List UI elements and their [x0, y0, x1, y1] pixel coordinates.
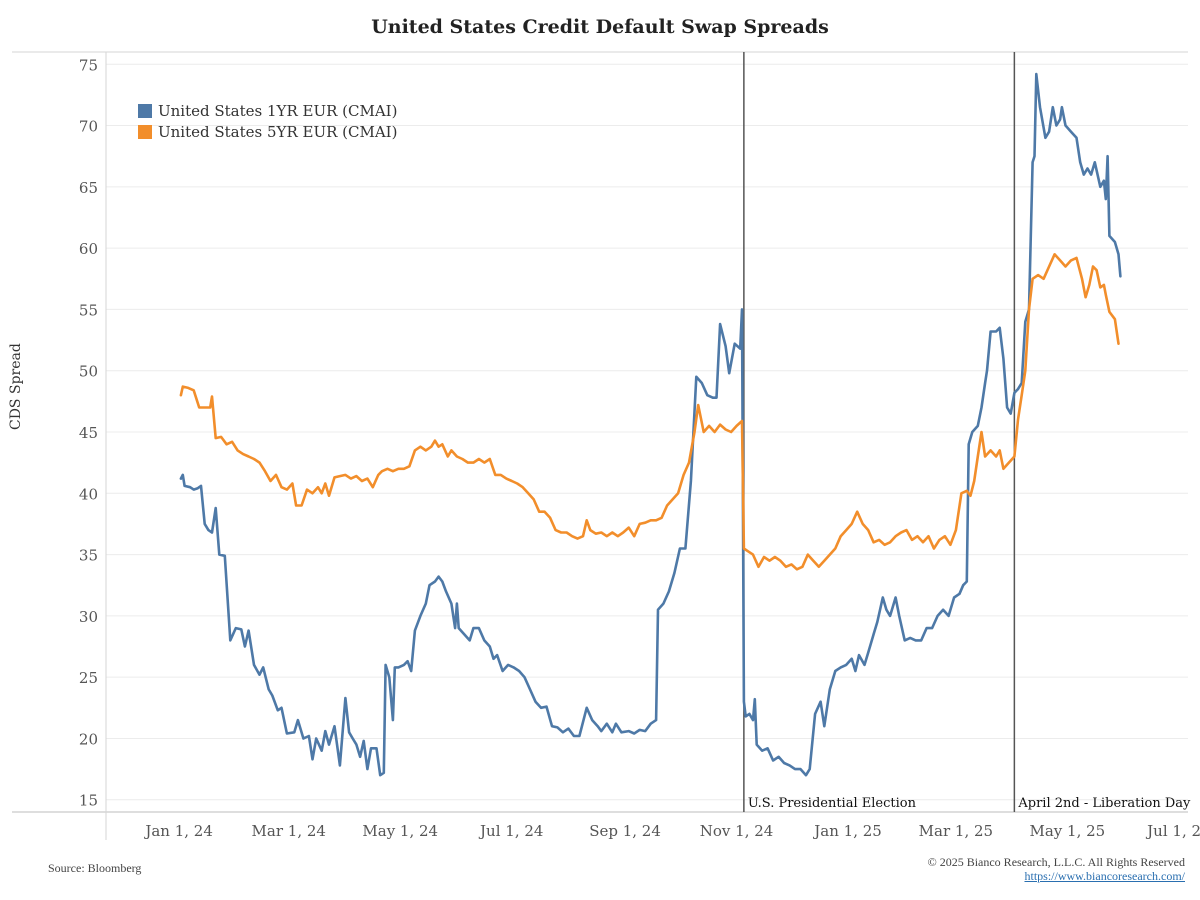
- legend-swatch: [138, 125, 152, 139]
- y-tick-label: 20: [79, 730, 98, 748]
- x-tick-label: Jan 1, 25: [812, 822, 882, 840]
- y-tick-label: 35: [79, 547, 98, 565]
- chart-title: United States Credit Default Swap Spread…: [371, 16, 829, 38]
- y-tick-label: 75: [79, 56, 98, 74]
- y-tick-label: 50: [79, 363, 98, 381]
- y-tick-label: 30: [79, 608, 98, 626]
- x-tick-label: Mar 1, 24: [252, 822, 326, 840]
- x-tick-label: Jul 1, 24: [478, 822, 543, 840]
- y-tick-label: 60: [79, 240, 98, 258]
- x-tick-label: Nov 1, 24: [700, 822, 774, 840]
- x-tick-label: Jan 1, 24: [143, 822, 213, 840]
- legend-label: United States 1YR EUR (CMAI): [158, 102, 397, 120]
- legend-label: United States 5YR EUR (CMAI): [158, 123, 397, 141]
- event-label: April 2nd - Liberation Day: [1017, 796, 1191, 811]
- x-tick-label: Sep 1, 24: [589, 822, 661, 840]
- y-tick-label: 45: [79, 424, 98, 442]
- series-line-5yr: [179, 253, 1120, 571]
- website-link[interactable]: https://www.biancoresearch.com/: [1024, 869, 1185, 883]
- source-note: Source: Bloomberg: [48, 861, 142, 875]
- x-tick-label: Mar 1, 25: [919, 822, 993, 840]
- y-tick-label: 25: [79, 669, 98, 687]
- legend-swatch: [138, 104, 152, 118]
- y-tick-label: 70: [79, 118, 98, 136]
- copyright-text: © 2025 Bianco Research, L.L.C. All Right…: [927, 855, 1185, 869]
- x-tick-label: May 1, 25: [1030, 822, 1106, 840]
- x-tick-label: Jul 1, 25: [1145, 822, 1200, 840]
- y-tick-label: 65: [79, 179, 98, 197]
- copyright-block: © 2025 Bianco Research, L.L.C. All Right…: [928, 855, 1185, 883]
- event-label: U.S. Presidential Election: [748, 796, 917, 811]
- x-tick-label: May 1, 24: [362, 822, 438, 840]
- y-tick-label: 55: [79, 301, 98, 319]
- series-line-1yr: [179, 72, 1122, 777]
- y-tick-label: 15: [79, 792, 98, 810]
- y-tick-label: 40: [79, 485, 98, 503]
